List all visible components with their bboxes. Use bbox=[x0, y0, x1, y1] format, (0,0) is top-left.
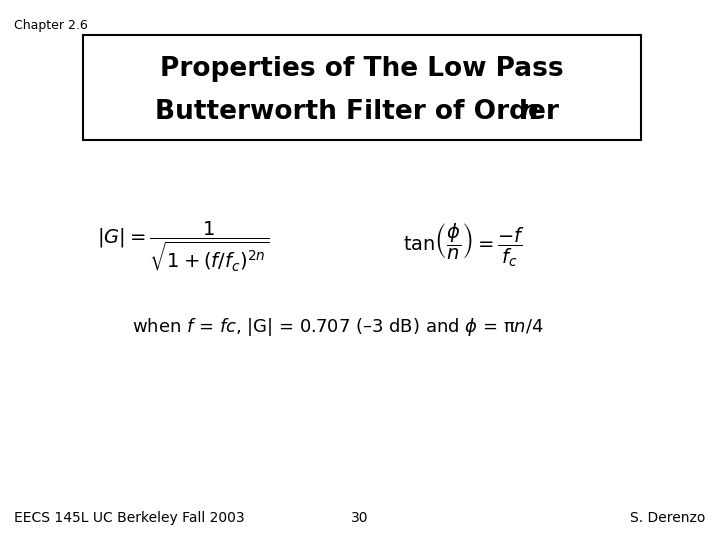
Text: Chapter 2.6: Chapter 2.6 bbox=[14, 19, 88, 32]
Text: Butterworth Filter of Order: Butterworth Filter of Order bbox=[156, 99, 568, 125]
Text: $\tan\!\left(\dfrac{\phi}{n}\right) = \dfrac{-\mathit{f}}{\mathit{f_c}}$: $\tan\!\left(\dfrac{\phi}{n}\right) = \d… bbox=[403, 222, 526, 269]
Text: when $f$ = $fc$, |G| = 0.707 (–3 dB) and $\phi$ = π$n$/4: when $f$ = $fc$, |G| = 0.707 (–3 dB) and… bbox=[132, 316, 544, 338]
Text: S. Derenzo: S. Derenzo bbox=[630, 511, 706, 525]
Text: $|G| = \dfrac{1}{\sqrt{1+\left(\mathit{f}/\mathit{f_c}\right)^{2n}}}$: $|G| = \dfrac{1}{\sqrt{1+\left(\mathit{f… bbox=[97, 219, 270, 273]
FancyBboxPatch shape bbox=[83, 35, 641, 140]
Text: n: n bbox=[518, 99, 538, 125]
Text: EECS 145L UC Berkeley Fall 2003: EECS 145L UC Berkeley Fall 2003 bbox=[14, 511, 245, 525]
Text: 30: 30 bbox=[351, 511, 369, 525]
Text: Properties of The Low Pass: Properties of The Low Pass bbox=[160, 56, 564, 82]
